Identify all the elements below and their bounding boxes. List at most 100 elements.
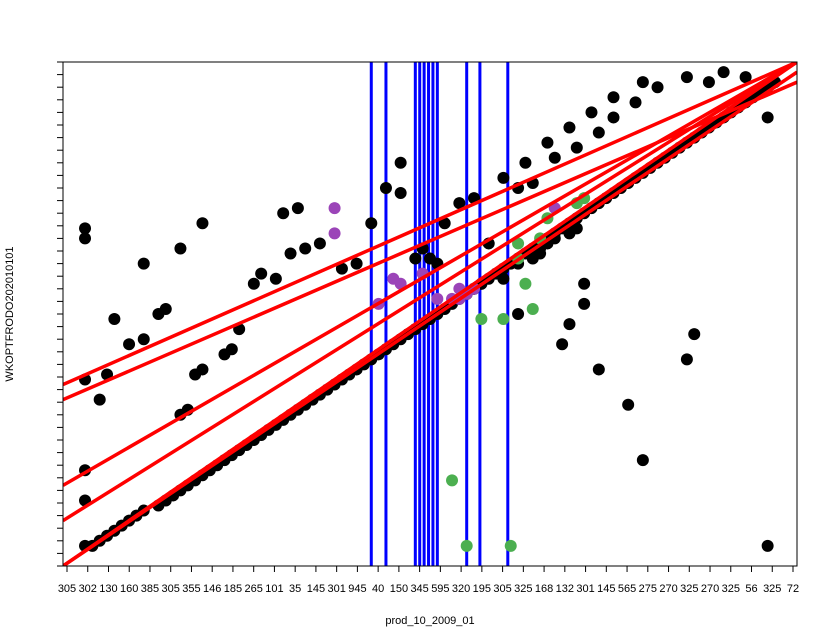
x-tick-label: 325 xyxy=(680,583,698,595)
plot-frame xyxy=(62,61,798,567)
data-point xyxy=(93,393,106,406)
x-tick-label: 385 xyxy=(141,583,159,595)
data-point xyxy=(570,222,583,235)
x-tick-label: 945 xyxy=(348,583,366,595)
data-point xyxy=(563,318,576,331)
data-point xyxy=(365,217,378,230)
data-point xyxy=(570,141,583,154)
x-tick-label: 595 xyxy=(431,583,449,595)
x-tick-label: 145 xyxy=(307,583,325,595)
data-point xyxy=(291,202,304,215)
data-point xyxy=(328,227,341,240)
fit-line-3 xyxy=(63,62,797,523)
data-point xyxy=(284,247,297,260)
data-point xyxy=(512,308,525,320)
x-axis-label: prod_10_2009_01 xyxy=(385,615,474,627)
data-point xyxy=(446,474,459,487)
data-point xyxy=(335,262,348,275)
data-point xyxy=(578,277,591,290)
data-point xyxy=(196,363,209,376)
fit-line-2 xyxy=(63,62,797,487)
data-point xyxy=(475,313,488,326)
data-point xyxy=(299,242,312,255)
x-tick-label: 302 xyxy=(79,583,97,595)
x-tick-label: 565 xyxy=(618,583,636,595)
x-tick-label: 275 xyxy=(639,583,657,595)
data-point xyxy=(431,292,444,305)
x-tick-label: 325 xyxy=(763,583,781,595)
data-point xyxy=(453,197,466,210)
data-point xyxy=(79,222,92,235)
x-tick-label: 146 xyxy=(203,583,221,595)
data-point xyxy=(394,277,407,290)
data-point xyxy=(651,81,664,94)
x-tick-label: 270 xyxy=(659,583,677,595)
data-point xyxy=(123,338,136,351)
data-point xyxy=(548,151,561,164)
data-point xyxy=(504,539,517,552)
data-point xyxy=(541,136,554,149)
x-tick-label: 325 xyxy=(514,583,532,595)
x-tick-label: 305 xyxy=(162,583,180,595)
data-point xyxy=(607,111,620,124)
data-point xyxy=(563,121,576,134)
x-tick-label: 150 xyxy=(390,583,408,595)
data-point xyxy=(680,71,693,84)
data-point xyxy=(277,207,290,220)
fit-line-1 xyxy=(63,80,797,402)
x-tick-label: 72 xyxy=(787,583,799,595)
plot-area xyxy=(63,62,797,566)
x-tick-label: 305 xyxy=(493,583,511,595)
x-tick-label: 101 xyxy=(265,583,283,595)
fit-line-0 xyxy=(63,62,797,387)
data-point xyxy=(137,257,150,270)
data-point xyxy=(269,272,282,285)
data-point xyxy=(622,398,635,411)
data-point xyxy=(460,539,473,552)
data-point xyxy=(680,353,693,366)
data-point xyxy=(702,76,715,89)
data-point xyxy=(394,156,407,169)
data-point xyxy=(556,338,569,351)
data-point xyxy=(688,328,701,341)
data-point xyxy=(379,182,392,194)
data-point xyxy=(159,302,172,315)
data-point xyxy=(585,106,598,119)
x-tick-label: 132 xyxy=(556,583,574,595)
x-tick-label: 145 xyxy=(597,583,615,595)
data-point xyxy=(409,252,422,265)
data-point xyxy=(761,111,774,124)
x-tick-label: 325 xyxy=(722,583,740,595)
x-tick-label: 40 xyxy=(372,583,384,595)
x-tick-label: 345 xyxy=(410,583,428,595)
data-point xyxy=(438,217,451,230)
data-point xyxy=(607,91,620,104)
data-point xyxy=(350,257,363,270)
x-tick-label: 160 xyxy=(120,583,138,595)
data-point xyxy=(636,454,649,467)
data-point xyxy=(313,237,326,250)
x-tick-label: 35 xyxy=(289,583,301,595)
data-point xyxy=(526,302,539,315)
data-point xyxy=(497,272,510,285)
data-point xyxy=(247,277,260,290)
x-tick-label: 305 xyxy=(58,583,76,595)
data-point xyxy=(592,363,605,376)
x-tick-label: 130 xyxy=(99,583,117,595)
data-point xyxy=(578,297,591,310)
data-point xyxy=(717,66,730,79)
data-layer xyxy=(63,62,797,566)
x-tick-label: 195 xyxy=(473,583,491,595)
data-point xyxy=(394,187,407,200)
data-point xyxy=(497,171,510,184)
y-axis-label: WKOPTFRODO202010101 xyxy=(4,246,16,381)
x-tick-label: 301 xyxy=(327,583,345,595)
x-tick-label: 270 xyxy=(701,583,719,595)
data-point xyxy=(137,333,150,346)
data-point xyxy=(636,76,649,89)
ticks-layer: 305 302 130 160 385 305 355 146 185 265 101 35 145 30… xyxy=(57,61,799,595)
x-tick-label: 168 xyxy=(535,583,553,595)
x-tick-label: 185 xyxy=(224,583,242,595)
data-point xyxy=(519,156,532,169)
